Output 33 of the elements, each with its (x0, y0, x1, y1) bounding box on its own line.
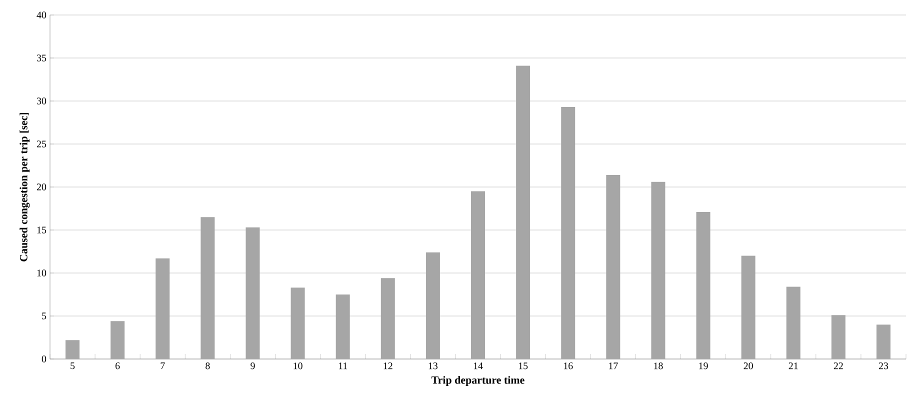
y-tick-label: 10 (37, 270, 46, 276)
bar (66, 340, 80, 359)
y-tick-label: 5 (42, 312, 46, 320)
x-tick-label: 19 (699, 362, 708, 370)
bar (876, 324, 890, 359)
x-tick-label: 15 (518, 362, 528, 370)
x-tick-label: 5 (70, 362, 75, 370)
x-tick-label: 9 (250, 362, 255, 370)
y-tick-label: 25 (36, 140, 46, 148)
x-tick-label: 18 (654, 362, 663, 370)
x-tick-label: 21 (788, 362, 798, 370)
x-tick-label: 11 (338, 362, 348, 370)
x-tick-label: 20 (744, 362, 753, 370)
x-tick-label: 8 (206, 362, 210, 370)
y-tick-label: 40 (36, 12, 46, 18)
x-tick-label: 23 (878, 362, 888, 370)
x-tick-label: 13 (428, 362, 438, 370)
x-tick-label: 22 (834, 362, 843, 370)
y-tick-label: 0 (42, 356, 46, 362)
x-tick-label: 14 (474, 362, 483, 370)
bar (110, 321, 125, 359)
x-tick-label: 7 (160, 362, 165, 370)
y-tick-label: 35 (37, 54, 46, 62)
x-tick-label: 16 (564, 362, 573, 370)
y-axis-title: Caused congestion per trip [sec] (20, 112, 30, 262)
y-tick-label: 30 (37, 98, 46, 104)
x-tick-label: 6 (116, 362, 120, 370)
x-tick-label: 10 (294, 362, 302, 370)
y-tick-label: 15 (37, 226, 46, 234)
x-tick-label: 12 (384, 362, 392, 370)
x-axis-title: Trip departure time (432, 376, 524, 386)
x-tick-label: 17 (609, 362, 618, 370)
y-tick-label: 20 (36, 184, 46, 190)
